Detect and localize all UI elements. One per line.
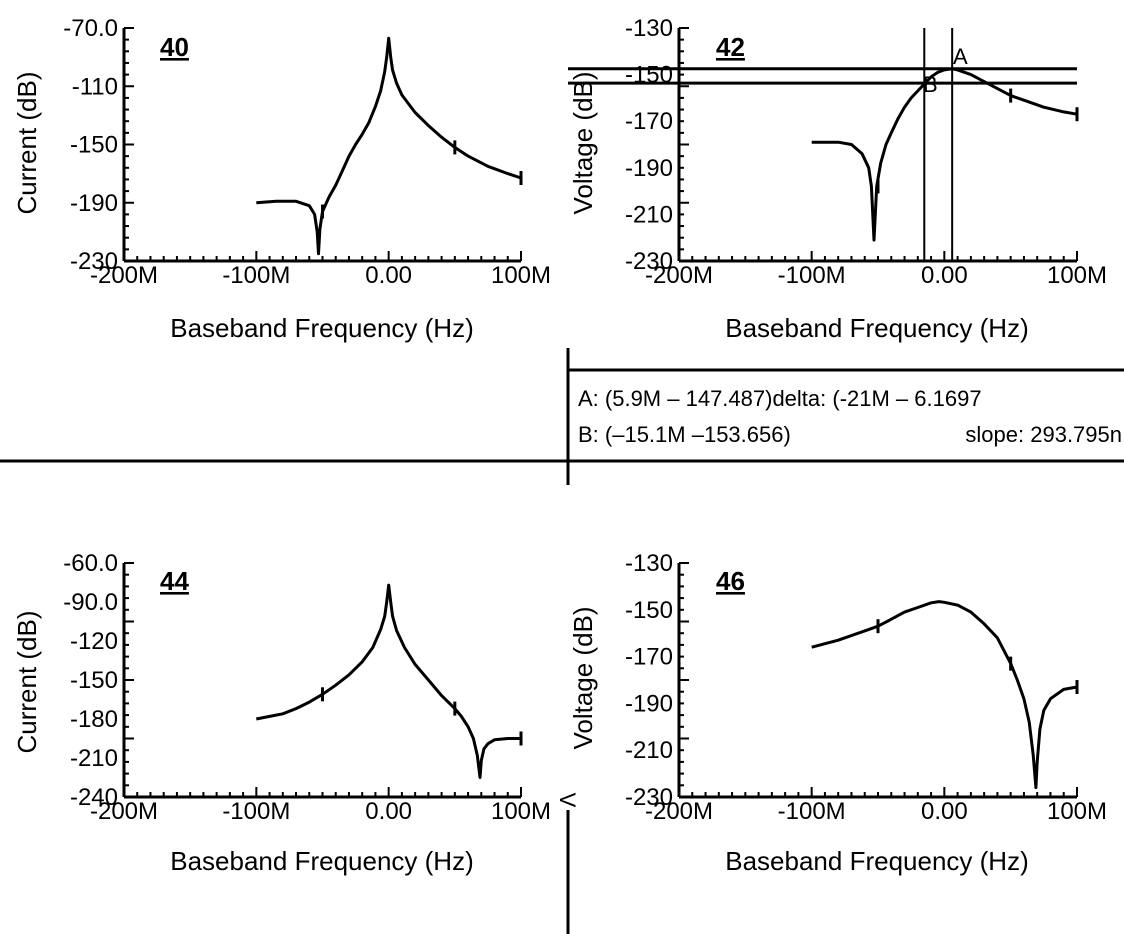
x-axis-title: Baseband Frequency (Hz) (170, 846, 473, 876)
y-tick-label: -130 (625, 550, 673, 577)
y-tick-label: -210 (625, 737, 673, 764)
y-tick-label: -180 (70, 706, 118, 733)
x-tick-label: 0.00 (921, 262, 968, 289)
lower-marker-glyph: V (555, 793, 580, 808)
x-tick-label: 0.00 (921, 798, 968, 825)
chart-panel-44: 44 Current (dB) Baseband Frequency (Hz) … (12, 550, 551, 876)
series-line (256, 36, 522, 256)
cursor-a-label: A (953, 44, 968, 69)
y-tick-label: -170 (625, 108, 673, 135)
x-tick-label: -200M (645, 798, 713, 825)
y-axis-title: Current (dB) (12, 71, 42, 214)
x-tick-label: -100M (222, 262, 290, 289)
cursor-readout-line-2-right: slope: 293.795n (965, 422, 1122, 447)
y-tick-label: -90.0 (63, 589, 118, 616)
x-tick-label: -200M (90, 798, 158, 825)
y-tick-label: -210 (70, 745, 118, 772)
panel-id-label: 42 (716, 32, 745, 62)
y-tick-label: -60.0 (63, 550, 118, 577)
series-line (256, 583, 521, 779)
y-tick-label: -240 (70, 784, 118, 811)
cursor-readout-line-1: A: (5.9M – 147.487)delta: (-21M – 6.1697 (578, 386, 982, 411)
x-tick-label: -100M (222, 798, 290, 825)
y-tick-label: -150 (70, 132, 118, 159)
y-tick-label: -230 (70, 248, 118, 275)
y-tick-label: -190 (625, 690, 673, 717)
chart-panel-46: 46 Voltage (dB) Baseband Frequency (Hz) … (568, 550, 1107, 876)
x-tick-label: 100M (1047, 262, 1107, 289)
y-tick-label: -230 (625, 248, 673, 275)
x-tick-label: -100M (778, 798, 846, 825)
y-axis-title: Current (dB) (12, 610, 42, 753)
series-line (811, 67, 1078, 242)
panel-id-label: 40 (160, 32, 189, 62)
y-tick-label: -230 (625, 784, 673, 811)
panel-id-label: 44 (160, 566, 189, 596)
x-tick-label: 0.00 (365, 798, 412, 825)
y-tick-label: -210 (625, 201, 673, 228)
x-tick-label: -200M (90, 262, 158, 289)
x-tick-label: 100M (491, 262, 551, 289)
x-tick-label: -200M (645, 262, 713, 289)
y-tick-label: -190 (70, 190, 118, 217)
y-tick-label: -170 (625, 644, 673, 671)
chart-panel-40: 40 Current (dB) Baseband Frequency (Hz) … (12, 15, 551, 343)
y-tick-label: -120 (70, 628, 118, 655)
y-tick-label: -130 (625, 15, 673, 42)
chart-panel-42: 42 Voltage (dB) Baseband Frequency (Hz) … (568, 15, 1107, 343)
y-axis-title: Voltage (dB) (568, 606, 598, 749)
x-axis-title: Baseband Frequency (Hz) (170, 313, 473, 343)
x-axis-title: Baseband Frequency (Hz) (725, 846, 1028, 876)
cursor-readout-line-2-left: B: (–15.1M –153.656) (578, 422, 791, 447)
x-axis-title: Baseband Frequency (Hz) (725, 313, 1028, 343)
y-tick-label: -70.0 (63, 15, 118, 42)
x-tick-label: 0.00 (365, 262, 412, 289)
x-tick-label: -100M (778, 262, 846, 289)
panel-id-label: 46 (716, 566, 745, 596)
y-axis-title: Voltage (dB) (568, 71, 598, 214)
x-tick-label: 100M (491, 798, 551, 825)
series-line (811, 600, 1078, 790)
y-tick-label: -150 (625, 597, 673, 624)
y-tick-label: -110 (72, 73, 118, 100)
x-tick-label: 100M (1047, 798, 1107, 825)
y-tick-label: -150 (70, 667, 118, 694)
y-tick-label: -190 (625, 155, 673, 182)
